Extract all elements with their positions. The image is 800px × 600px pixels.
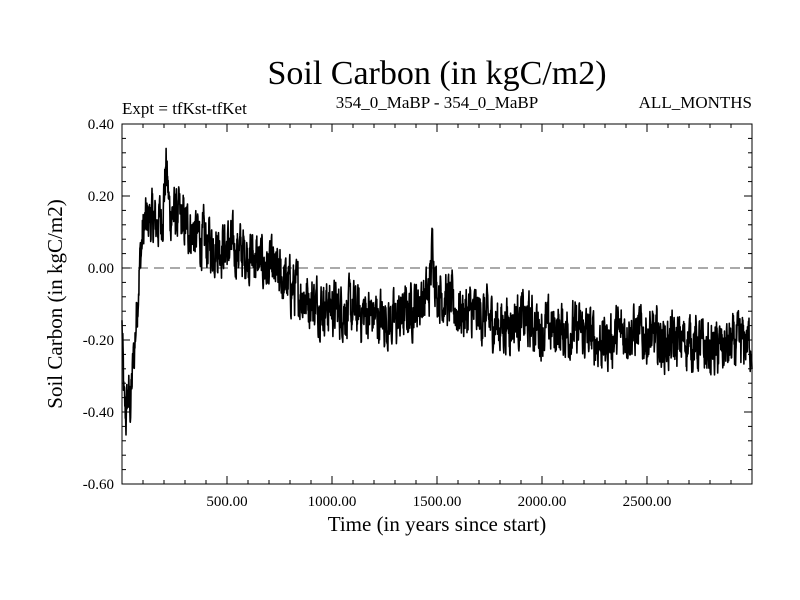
- months-label: ALL_MONTHS: [639, 93, 752, 112]
- x-tick-label: 1500.00: [413, 494, 462, 510]
- x-tick-label: 2000.00: [518, 494, 567, 510]
- y-tick-label: 0.40: [88, 117, 114, 133]
- y-tick-label: -0.60: [83, 477, 114, 493]
- experiment-label: Expt = tfKst-tfKet: [122, 99, 247, 118]
- plot-area: [121, 147, 753, 436]
- x-tick-label: 1000.00: [308, 494, 357, 510]
- y-tick-label: -0.40: [83, 405, 114, 421]
- x-tick-label: 500.00: [206, 494, 247, 510]
- series-line-soil-carbon: [121, 147, 753, 436]
- y-axis-label: Soil Carbon (in kgC/m2): [43, 199, 67, 408]
- period-label: 354_0_MaBP - 354_0_MaBP: [336, 93, 538, 112]
- y-tick-label: -0.20: [83, 333, 114, 349]
- y-tick-label: 0.20: [88, 189, 114, 205]
- x-axis-label: Time (in years since start): [328, 512, 547, 536]
- chart-title: Soil Carbon (in kgC/m2): [267, 55, 606, 92]
- y-tick-label: 0.00: [88, 261, 114, 277]
- x-tick-label: 2500.00: [623, 494, 672, 510]
